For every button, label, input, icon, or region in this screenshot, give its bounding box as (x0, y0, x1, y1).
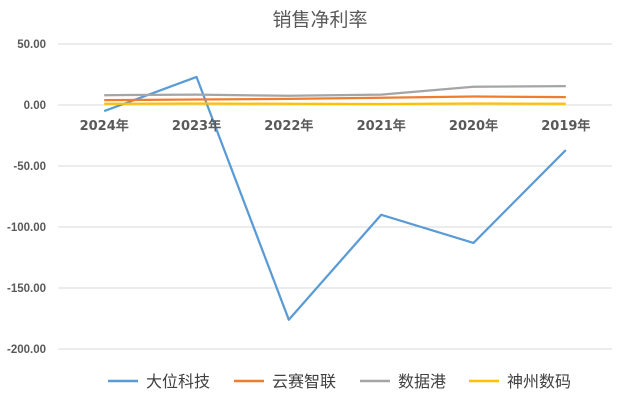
legend-label: 神州数码 (507, 372, 571, 391)
grid-layer (58, 43, 612, 350)
series-line (104, 84, 566, 97)
y-axis: 50.00 0.00 -50.00 -100.00 -150.00 -200.00 (7, 39, 46, 356)
x-tick-label: 2021年 (357, 118, 406, 134)
legend-label: 数据港 (398, 372, 446, 391)
x-tick-label: 2019年 (541, 118, 590, 134)
series-line (104, 95, 566, 102)
x-tick-label: 2023年 (172, 118, 221, 134)
y-tick-label: 50.00 (17, 39, 46, 51)
y-tick-label: -100.00 (7, 222, 46, 234)
series-layer (103, 75, 567, 321)
y-tick-label: -200.00 (7, 344, 46, 356)
series-line (103, 75, 567, 321)
x-tick-label: 2024年 (80, 118, 129, 134)
x-axis: 2024年 2023年 2022年 2021年 2020年 2019年 (80, 118, 591, 134)
y-tick-label: -150.00 (7, 283, 46, 295)
x-tick-label: 2020年 (449, 118, 498, 134)
legend: 大位科技 云赛智联 数据港 神州数码 (108, 372, 571, 391)
chart-title: 销售净利率 (272, 9, 367, 31)
y-tick-label: -50.00 (13, 161, 46, 173)
series-line (104, 102, 566, 106)
legend-label: 大位科技 (146, 372, 210, 391)
legend-label: 云赛智联 (272, 372, 336, 391)
x-tick-label: 2022年 (264, 118, 313, 134)
y-tick-label: 0.00 (24, 100, 46, 112)
